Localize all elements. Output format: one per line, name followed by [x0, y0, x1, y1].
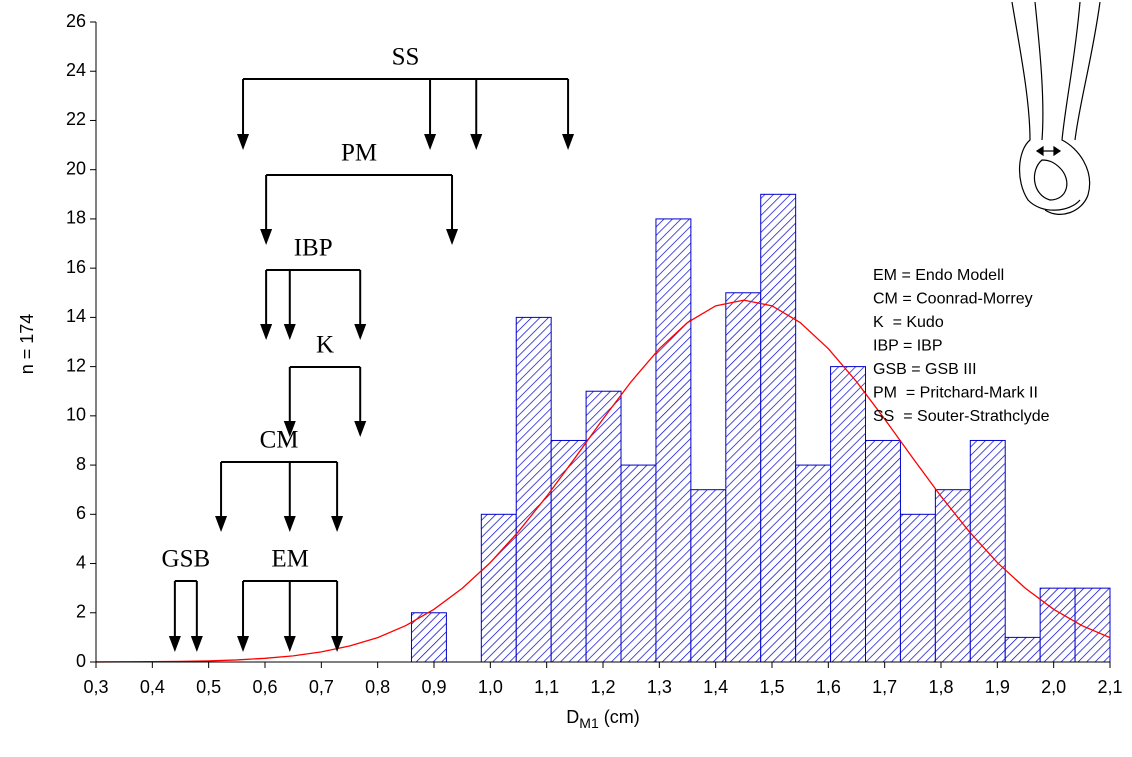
arrow-head — [354, 324, 367, 340]
y-tick-label: 20 — [66, 158, 86, 178]
arrow-head — [354, 421, 367, 437]
arrow-head — [237, 636, 250, 652]
group-label: EM — [271, 546, 309, 573]
bar — [760, 193, 797, 663]
group-label: CM — [260, 427, 299, 454]
group-label: PM — [341, 140, 377, 167]
arrow-head — [283, 421, 296, 437]
x-tick-label: 1,0 — [478, 677, 503, 697]
arrow-head — [562, 134, 575, 150]
x-tick-label: 1,7 — [872, 677, 897, 697]
x-tick-label: 1,9 — [985, 677, 1010, 697]
y-tick-label: 8 — [76, 454, 86, 474]
bar — [690, 489, 727, 663]
group-label: GSB — [162, 546, 211, 573]
x-tick-label: 0,8 — [365, 677, 390, 697]
bar — [655, 218, 692, 663]
x-tick-label: 1,3 — [647, 677, 672, 697]
bar — [585, 390, 622, 663]
bar — [410, 612, 447, 663]
x-label-unit: (cm) — [599, 707, 640, 727]
arrow-head — [283, 516, 296, 532]
y-tick-label: 6 — [76, 503, 86, 523]
arrow-head — [331, 636, 344, 652]
x-label-main: D — [566, 707, 579, 727]
x-tick-label: 0,3 — [83, 677, 108, 697]
key-line: PM = Pritchard-Mark II — [873, 385, 1038, 402]
arrow-head — [215, 516, 228, 532]
x-tick-label: 1,8 — [928, 677, 953, 697]
x-tick-label: 1,6 — [816, 677, 841, 697]
arrow-head — [470, 134, 483, 150]
x-tick-label: 2,0 — [1041, 677, 1066, 697]
key-line: GSB = GSB III — [873, 361, 977, 378]
bar — [865, 439, 901, 663]
arrow-head — [237, 134, 250, 150]
bar — [1004, 636, 1041, 663]
bar — [1039, 587, 1076, 663]
arrow-head — [331, 516, 344, 532]
fit-curve — [95, 299, 1111, 663]
y-tick-label: 0 — [76, 651, 86, 671]
x-tick-label: 1,2 — [590, 677, 615, 697]
group-label: IBP — [294, 235, 333, 262]
bar — [899, 513, 936, 663]
arrow-head — [260, 324, 273, 340]
arrow-head — [424, 134, 437, 150]
x-tick-label: 1,4 — [703, 677, 728, 697]
group-label: K — [316, 332, 334, 359]
y-tick-label: 4 — [76, 552, 86, 572]
bar — [480, 513, 517, 663]
x-tick-label: 0,5 — [196, 677, 221, 697]
y-tick-label: 12 — [66, 355, 86, 375]
y-tick-label: 14 — [66, 306, 86, 326]
x-tick-label: 1,5 — [759, 677, 784, 697]
group-label: SS — [392, 44, 420, 71]
arrow-head — [168, 636, 181, 652]
x-tick-label: 0,7 — [309, 677, 334, 697]
bar — [725, 292, 762, 663]
key-line: SS = Souter-Strathclyde — [873, 408, 1050, 425]
x-tick-label: 2,1 — [1097, 677, 1122, 697]
arrow-head — [260, 229, 273, 245]
x-axis-label: DM1 (cm) — [566, 707, 639, 731]
arrow-head — [190, 636, 203, 652]
bar — [550, 439, 587, 663]
arrow-head — [283, 636, 296, 652]
bar — [934, 489, 971, 663]
x-tick-label: 0,4 — [140, 677, 165, 697]
y-tick-label: 18 — [66, 208, 86, 228]
key-line: CM = Coonrad-Morrey — [873, 291, 1033, 308]
bar — [515, 316, 552, 663]
bone-illustration — [1011, 1, 1101, 215]
y-tick-label: 26 — [66, 11, 86, 31]
y-tick-label: 22 — [66, 109, 86, 129]
y-tick-label: 2 — [76, 602, 86, 622]
bar — [830, 366, 867, 663]
x-tick-label: 0,9 — [421, 677, 446, 697]
y-tick-label: 16 — [66, 257, 86, 277]
arrow-head — [283, 324, 296, 340]
bar — [620, 464, 657, 663]
arrow-head — [446, 229, 459, 245]
y-tick-label: 10 — [66, 405, 86, 425]
y-tick-label: 24 — [66, 60, 86, 80]
x-tick-label: 1,1 — [534, 677, 559, 697]
key-line: IBP = IBP — [873, 338, 943, 355]
y-axis-label: n = 174 — [17, 314, 37, 375]
key-line: EM = Endo Modell — [873, 267, 1004, 284]
x-label-sub: M1 — [579, 715, 599, 731]
key-line: K = Kudo — [873, 314, 944, 331]
x-tick-label: 0,6 — [252, 677, 277, 697]
bar — [795, 464, 832, 663]
